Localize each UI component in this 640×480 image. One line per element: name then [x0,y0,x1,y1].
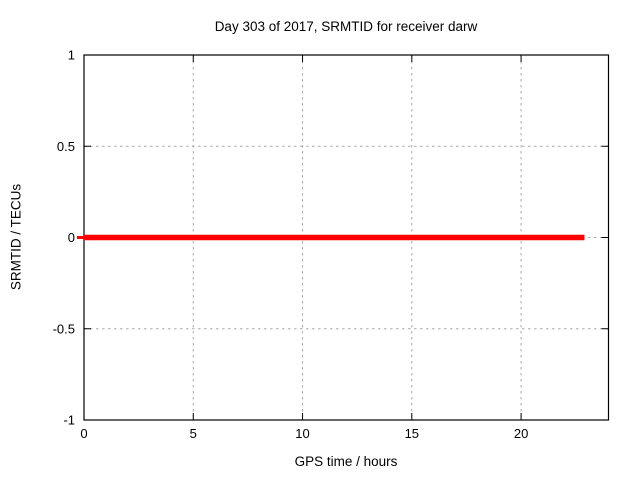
x-tick-label: 5 [190,426,197,441]
x-tick-label: 15 [405,426,419,441]
x-tick-label: 10 [295,426,309,441]
chart-title: Day 303 of 2017, SRMTID for receiver dar… [214,19,478,34]
y-tick-label: 0.5 [57,139,75,154]
y-tick-label: 0 [68,230,75,245]
x-tick-label: 20 [514,426,528,441]
x-axis-label: GPS time / hours [294,454,398,469]
y-tick-label: -0.5 [53,321,75,336]
y-tick-label: 1 [68,48,75,63]
y-tick-label: -1 [63,413,75,428]
x-tick-label: 0 [80,426,87,441]
